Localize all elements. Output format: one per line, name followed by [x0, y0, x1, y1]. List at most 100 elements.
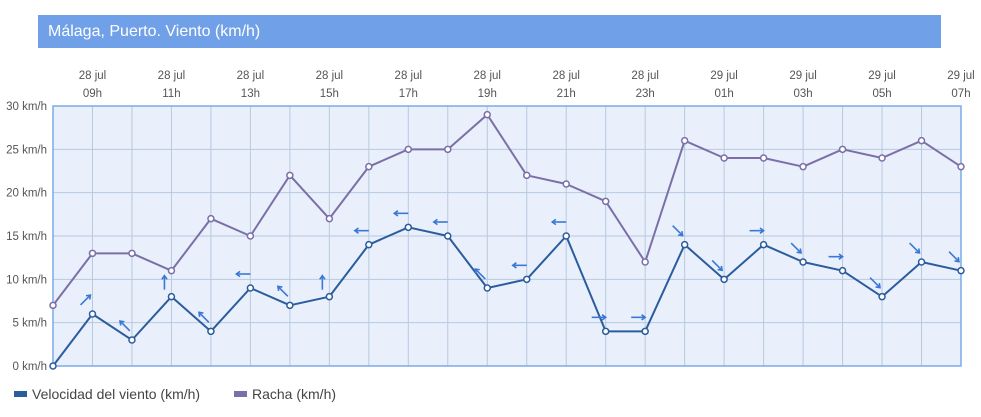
x-tick-date: 29 jul	[868, 70, 896, 82]
arrow-head	[119, 320, 125, 326]
point-racha	[799, 162, 807, 171]
x-tick-date: 29 jul	[947, 70, 975, 82]
arrow-head	[276, 285, 283, 291]
point-racha	[838, 145, 847, 154]
arrow-head	[353, 227, 359, 234]
wind-direction-arrow	[948, 251, 960, 263]
point-velocidad	[325, 292, 334, 301]
point-velocidad	[522, 275, 531, 284]
point-velocidad	[49, 362, 57, 370]
y-tick-label: 30 km/h	[6, 101, 47, 113]
arrow-shaft	[672, 225, 684, 237]
arrow-shaft	[711, 259, 723, 271]
point-racha	[49, 301, 57, 310]
point-velocidad	[286, 301, 294, 310]
wind-direction-arrow	[869, 277, 881, 289]
arrow-shaft	[790, 242, 802, 254]
wind-direction-arrow	[909, 242, 921, 254]
x-tick-date: 29 jul	[710, 70, 738, 82]
wind-direction-arrow	[392, 210, 409, 217]
point-velocidad	[838, 266, 847, 275]
x-tick-hour: 13h	[241, 88, 260, 100]
arrow-shaft	[119, 320, 131, 332]
wind-direction-arrow	[235, 270, 251, 278]
point-racha	[917, 136, 926, 145]
arrow-shaft	[198, 311, 210, 323]
point-racha	[286, 171, 294, 180]
x-tick-date: 28 jul	[552, 70, 580, 82]
point-racha	[404, 145, 413, 154]
point-racha	[562, 180, 570, 188]
y-tick-label: 0 km/h	[12, 361, 47, 373]
point-velocidad	[720, 275, 728, 284]
y-tick-label: 20 km/h	[6, 188, 47, 200]
arrow-head	[161, 274, 168, 280]
wind-direction-arrow	[432, 218, 448, 226]
plot-border	[52, 105, 962, 367]
arrow-head	[392, 210, 399, 217]
point-racha	[207, 214, 215, 223]
arrow-head	[235, 270, 241, 278]
point-velocidad	[680, 240, 689, 249]
point-velocidad	[365, 240, 373, 249]
point-racha	[128, 249, 136, 258]
chart-title-bar: Málaga, Puerto. Viento (km/h)	[38, 15, 941, 48]
arrow-head	[954, 257, 960, 263]
x-tick-date: 28 jul	[631, 70, 659, 82]
point-racha	[325, 214, 334, 223]
point-racha	[483, 110, 492, 119]
point-velocidad	[601, 327, 610, 336]
point-velocidad	[917, 258, 926, 266]
y-tick-label: 10 km/h	[6, 274, 47, 286]
y-tick-label: 15 km/h	[6, 231, 47, 243]
arrow-head	[914, 248, 921, 254]
point-racha	[601, 197, 610, 206]
arrow-head	[198, 311, 204, 317]
wind-direction-arrow	[511, 262, 527, 269]
wind-direction-arrow	[474, 268, 486, 280]
x-tick-date: 28 jul	[316, 70, 344, 82]
arrow-head	[796, 248, 802, 254]
legend-label-velocidad: Velocidad del viento (km/h)	[32, 386, 201, 402]
point-racha	[167, 266, 176, 275]
legend-swatch-racha	[234, 391, 247, 397]
arrow-shaft	[79, 294, 91, 306]
point-racha	[522, 171, 531, 180]
point-velocidad	[128, 336, 136, 344]
point-racha	[878, 154, 886, 162]
point-racha	[680, 136, 689, 145]
point-racha	[957, 162, 965, 171]
arrow-head	[875, 283, 881, 289]
point-velocidad	[246, 284, 255, 292]
x-tick-date: 28 jul	[79, 70, 107, 82]
x-tick-hour: 19h	[478, 88, 497, 100]
point-velocidad	[641, 327, 649, 336]
arrow-shaft	[474, 268, 486, 280]
arrow-head	[319, 274, 326, 280]
wind-direction-arrow	[550, 218, 567, 226]
point-velocidad	[207, 327, 215, 336]
wind-direction-arrow	[828, 253, 844, 260]
legend-item-velocidad[interactable]: Velocidad del viento (km/h)	[14, 386, 200, 402]
x-tick-date: 29 jul	[789, 70, 817, 82]
wind-direction-arrow	[631, 314, 647, 321]
arrow-shaft	[277, 285, 289, 297]
arrow-head	[85, 294, 92, 300]
x-tick-hour: 07h	[951, 88, 970, 100]
x-tick-date: 28 jul	[158, 70, 186, 82]
x-tick-hour: 09h	[83, 88, 102, 100]
point-velocidad	[562, 232, 570, 240]
x-tick-date: 28 jul	[395, 70, 423, 82]
arrow-head	[759, 227, 765, 234]
point-racha	[246, 232, 255, 240]
arrow-head	[838, 253, 844, 260]
legend-item-racha[interactable]: Racha (km/h)	[234, 386, 336, 402]
wind-direction-arrow	[790, 242, 802, 254]
arrow-head	[511, 262, 517, 269]
point-racha	[444, 145, 452, 154]
arrow-shaft	[948, 251, 960, 263]
x-tick-hour: 01h	[715, 88, 734, 100]
point-velocidad	[88, 310, 97, 318]
x-tick-hour: 11h	[162, 88, 180, 100]
point-racha	[759, 154, 768, 162]
